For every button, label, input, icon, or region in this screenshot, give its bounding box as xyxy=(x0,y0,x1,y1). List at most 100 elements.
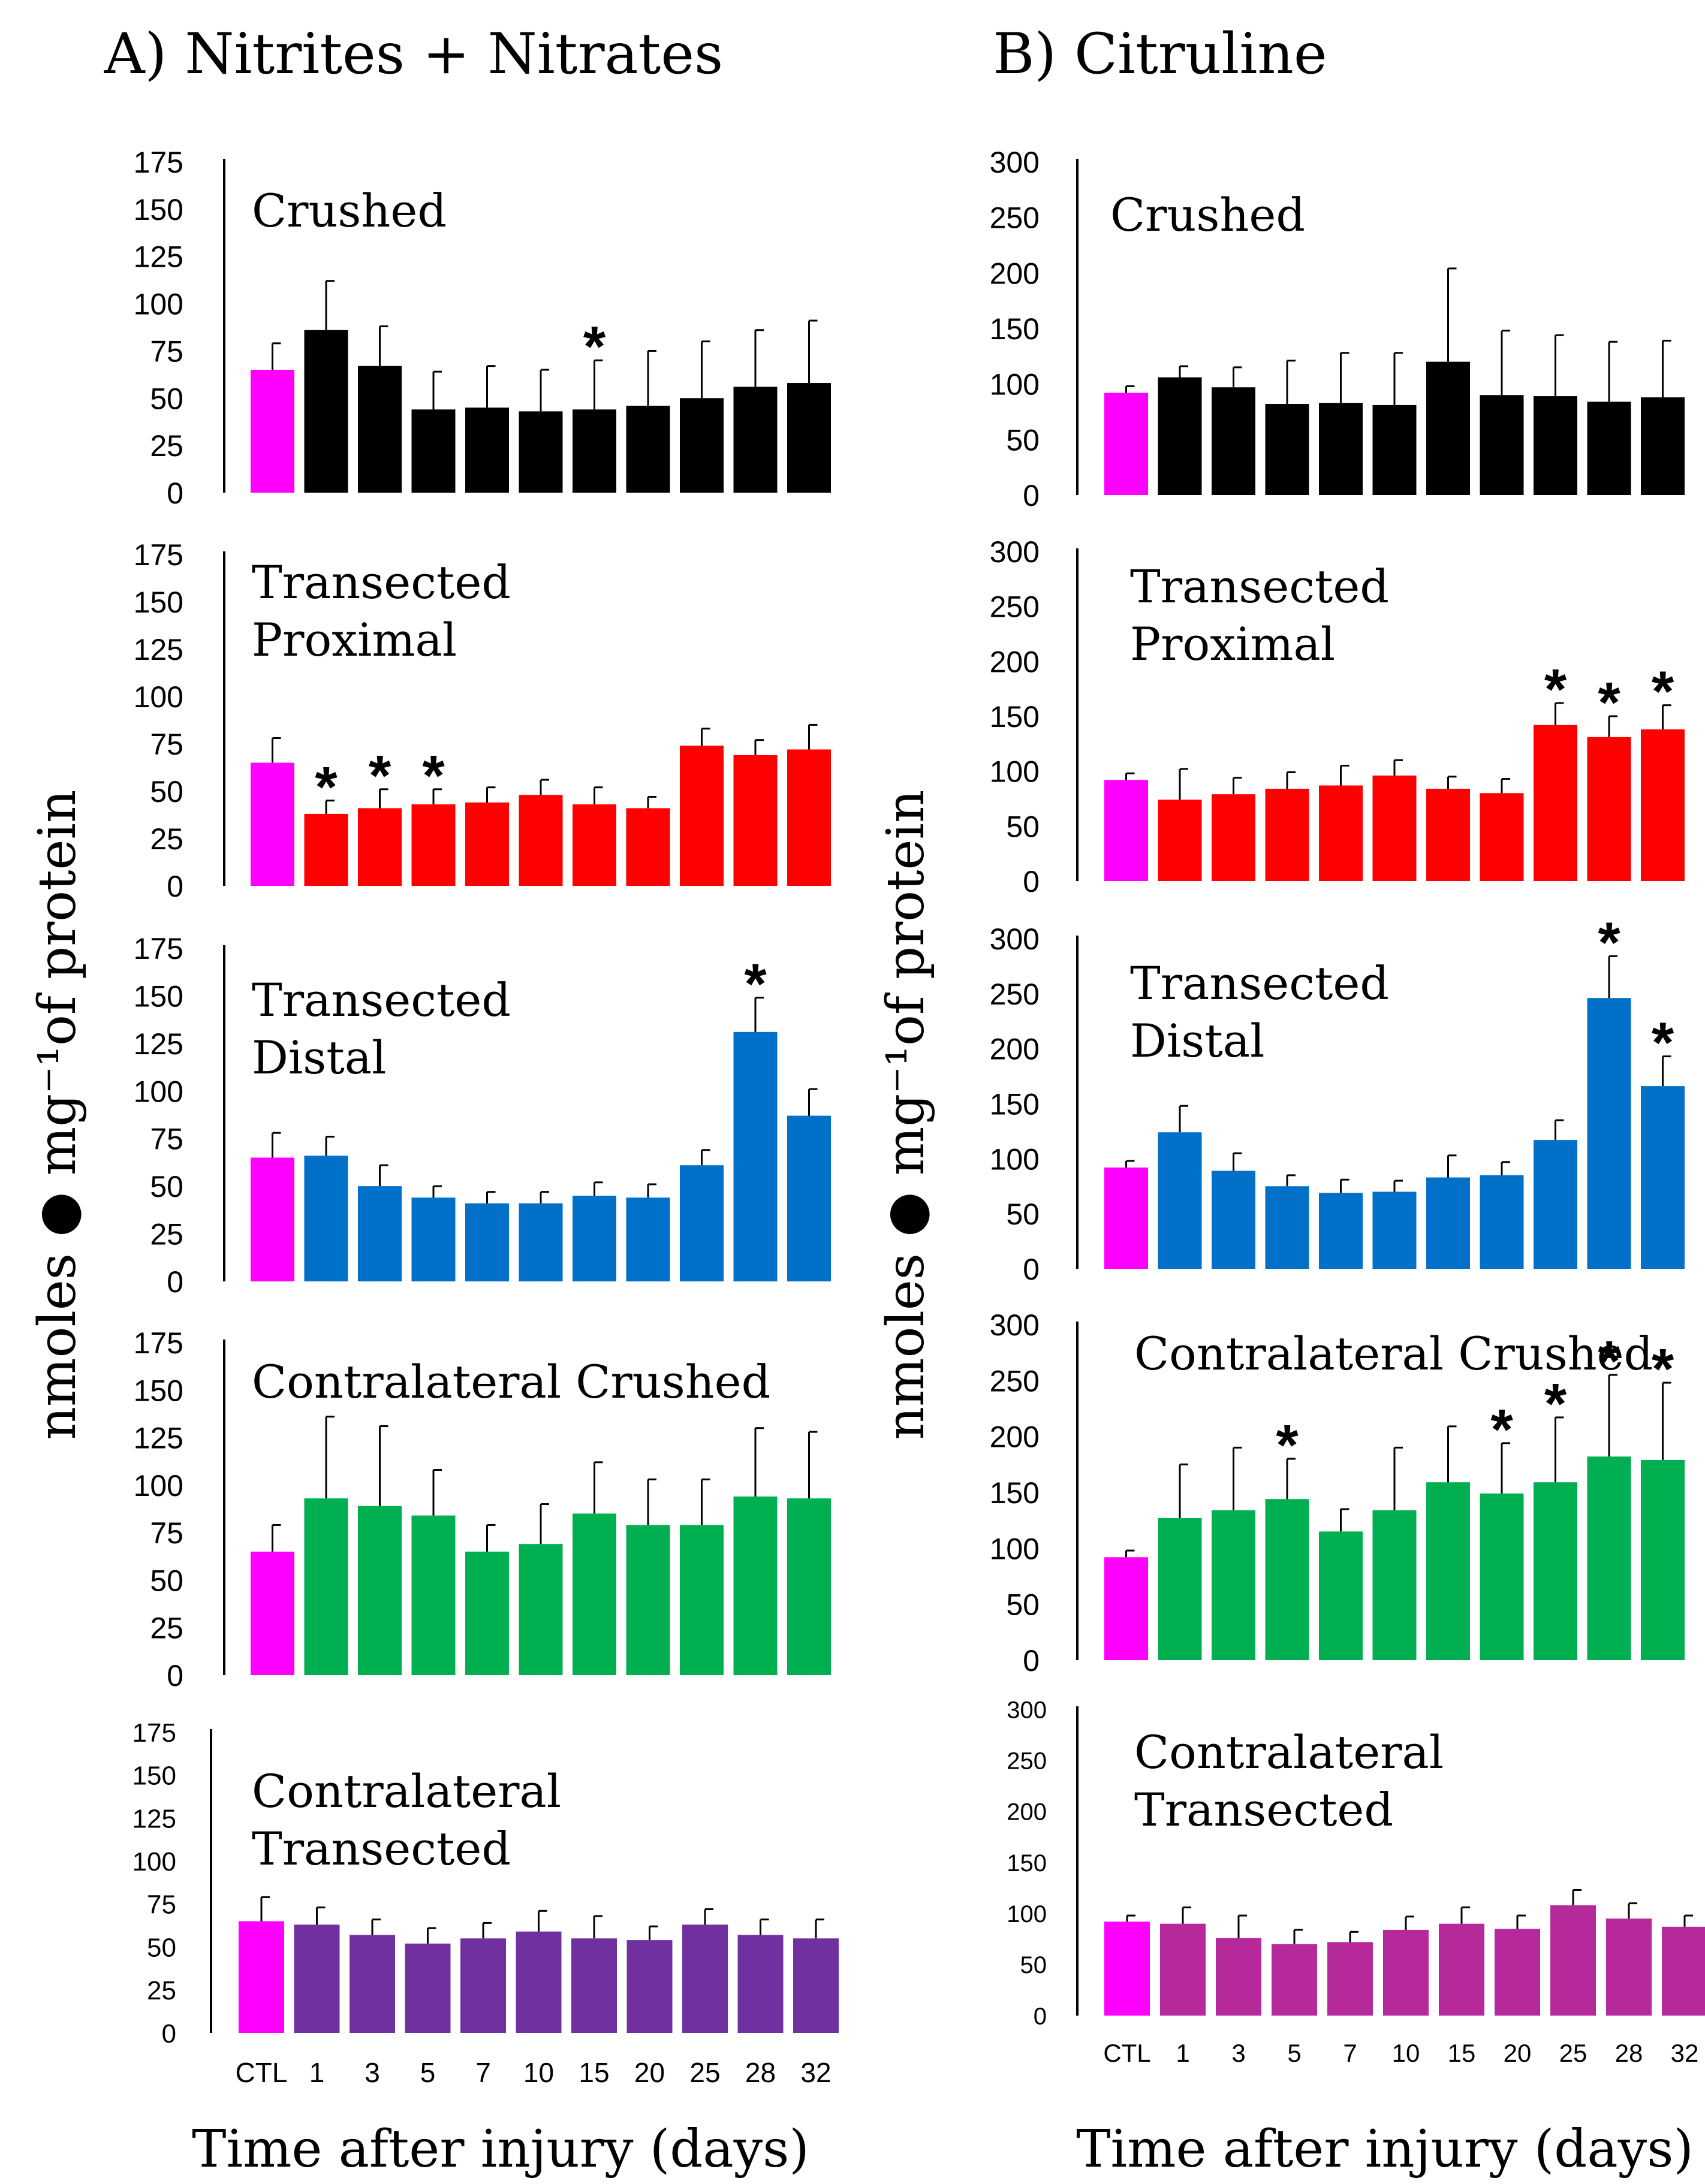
y-tick-label: 200 xyxy=(990,645,1040,678)
significance-asterisk: * xyxy=(583,315,606,379)
y-tick-label: 75 xyxy=(150,334,183,368)
y-tick-label: 250 xyxy=(1007,1748,1047,1775)
bar-5 xyxy=(405,1943,451,2033)
y-tick-label: 250 xyxy=(990,1364,1040,1398)
bar-20 xyxy=(626,1525,670,1675)
bar-20 xyxy=(1495,1929,1540,2016)
bar-7 xyxy=(460,1938,506,2033)
bar-7 xyxy=(1327,1942,1373,2016)
y-tick-label: 0 xyxy=(1023,479,1040,512)
subplot-a-contralateral-crushed: 0 25 50 75 100 125 150 175 Contralateral Crushed xyxy=(134,1326,831,1693)
y-tick-label: 50 xyxy=(150,382,183,415)
y-tick-label: 150 xyxy=(132,1761,176,1791)
bar-15 xyxy=(1426,361,1470,495)
bar-32 xyxy=(787,749,831,886)
bar-25 xyxy=(1534,1482,1577,1660)
x-tick-label: 3 xyxy=(1231,2039,1245,2067)
bar-25 xyxy=(1550,1905,1596,2016)
y-tick-label: 300 xyxy=(990,1308,1040,1342)
subplot-title: Crushed xyxy=(1110,188,1305,242)
panel-a-y-axis-label: nmoles ● mg⁻¹of protein xyxy=(28,790,88,1440)
bar-3 xyxy=(1212,794,1255,881)
bar-10 xyxy=(519,795,563,886)
y-tick-label: 75 xyxy=(150,728,183,761)
significance-asterisk: * xyxy=(1544,1372,1567,1436)
x-tick-label: 5 xyxy=(1287,2039,1301,2067)
subplot-title: Transected xyxy=(1130,560,1389,613)
y-tick-label: 125 xyxy=(134,1027,183,1061)
subplot-title: Distal xyxy=(1130,1014,1264,1067)
y-tick-label: 250 xyxy=(990,590,1040,624)
y-tick-label: 25 xyxy=(150,429,183,463)
y-tick-label: 25 xyxy=(150,1218,183,1251)
bar-25 xyxy=(680,1525,724,1675)
bar-1 xyxy=(304,1498,348,1675)
subplot-b-crushed: 0 50 100 150 200 250 300 Crushed xyxy=(990,146,1685,512)
bar-1 xyxy=(1158,1518,1202,1660)
subplot-title: Proximal xyxy=(252,613,457,666)
y-tick-label: 200 xyxy=(990,1420,1040,1454)
bar-1 xyxy=(304,330,348,493)
bar-10 xyxy=(1372,1510,1417,1660)
bar-20 xyxy=(626,405,670,493)
y-tick-label: 300 xyxy=(1007,1697,1047,1723)
y-tick-label: 150 xyxy=(134,979,183,1013)
bar-25 xyxy=(680,1165,724,1281)
bar-3 xyxy=(358,1506,402,1675)
y-tick-label: 100 xyxy=(134,288,183,321)
y-tick-label: 150 xyxy=(990,312,1040,346)
bar-32 xyxy=(1641,729,1685,881)
bar-5 xyxy=(1265,1499,1309,1660)
y-tick-label: 125 xyxy=(132,1804,176,1833)
bar-20 xyxy=(626,808,670,886)
bar-10 xyxy=(516,1931,562,2033)
bar-5 xyxy=(411,1197,456,1281)
bar-CTL xyxy=(1104,780,1148,881)
significance-asterisk: * xyxy=(1598,1329,1620,1393)
bar-7 xyxy=(465,802,509,886)
significance-asterisk: * xyxy=(1652,1337,1674,1401)
bar-10 xyxy=(519,1203,563,1281)
y-tick-label: 150 xyxy=(990,1476,1040,1510)
bar-32 xyxy=(787,1115,831,1281)
bar-32 xyxy=(787,1498,831,1675)
bar-20 xyxy=(1480,395,1524,495)
y-tick-label: 0 xyxy=(167,476,183,510)
bar-1 xyxy=(1158,377,1202,495)
bar-7 xyxy=(1319,1531,1363,1660)
bar-10 xyxy=(1383,1929,1429,2016)
y-tick-label: 200 xyxy=(990,1033,1040,1066)
bar-10 xyxy=(1372,776,1417,881)
y-tick-label: 50 xyxy=(1006,1197,1040,1231)
y-tick-label: 0 xyxy=(167,1265,183,1299)
chart-area: 0255075100125150175Crushed*0255075100125… xyxy=(132,146,1705,2088)
y-tick-label: 100 xyxy=(1007,1901,1047,1927)
bar-28 xyxy=(1587,737,1631,881)
bar-CTL xyxy=(1104,1168,1148,1269)
y-tick-label: 0 xyxy=(1023,1253,1040,1286)
y-tick-label: 50 xyxy=(1020,1952,1047,1978)
y-tick-label: 100 xyxy=(134,1469,183,1503)
y-tick-label: 50 xyxy=(150,775,183,809)
bar-20 xyxy=(626,1940,673,2033)
bar-CTL xyxy=(251,762,294,886)
subplot-title: Distal xyxy=(252,1031,386,1084)
y-tick-label: 150 xyxy=(1007,1850,1047,1877)
bar-10 xyxy=(1372,405,1417,495)
bar-7 xyxy=(465,1551,509,1675)
bar-5 xyxy=(1265,1186,1309,1269)
bar-15 xyxy=(573,804,616,886)
bar-5 xyxy=(1265,789,1309,881)
bar-5 xyxy=(411,804,456,886)
y-tick-label: 75 xyxy=(150,1516,183,1550)
y-tick-label: 75 xyxy=(150,1123,183,1156)
bar-CTL xyxy=(1104,1557,1148,1660)
bar-7 xyxy=(1319,403,1363,495)
x-tick-label: 25 xyxy=(1559,2039,1587,2067)
bar-1 xyxy=(1158,800,1202,881)
bar-32 xyxy=(787,383,831,493)
bar-10 xyxy=(1372,1191,1417,1269)
panel-b-x-axis-label: Time after injury (days) xyxy=(1076,2119,1694,2179)
bar-28 xyxy=(1587,1456,1631,1660)
